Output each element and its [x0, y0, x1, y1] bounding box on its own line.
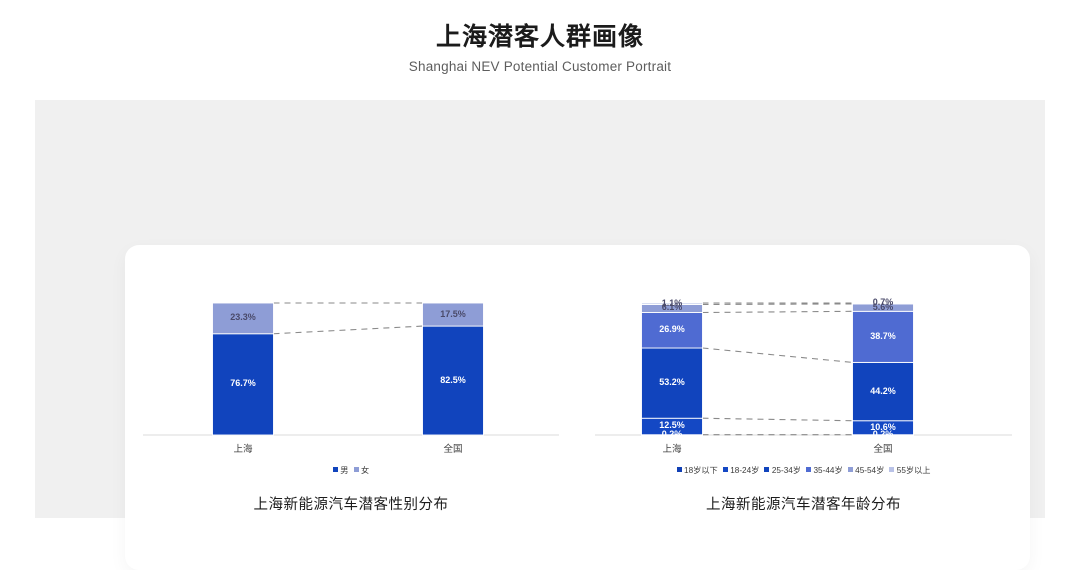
chart-gender-plot: 76.7% 23.3% 82.5% 17.5%	[125, 245, 577, 460]
legend-label: 女	[361, 465, 370, 475]
legend-label: 男	[340, 465, 349, 475]
bar-segment[interactable]	[852, 302, 914, 305]
chart-gender-legend: 男女	[125, 461, 577, 479]
legend-swatch-icon	[764, 467, 770, 473]
legend-swatch-icon	[332, 467, 338, 473]
chart-gender-caption: 上海新能源汽车潜客性别分布	[253, 497, 449, 513]
legend-item[interactable]: 35-44岁	[806, 464, 843, 476]
category-label: 上海	[233, 444, 253, 455]
page-subtitle: Shanghai NEV Potential Customer Portrait	[408, 59, 672, 75]
legend-item[interactable]: 18-24岁	[722, 464, 760, 476]
bar-segment[interactable]	[422, 325, 484, 436]
connector-line	[702, 310, 853, 314]
legend-swatch-icon	[722, 467, 728, 473]
charts-card: 76.7% 23.3% 82.5% 17.5% 男女 上海新能源汽车潜客性别分布 上海…	[125, 245, 1030, 570]
page-title: 上海潜客人群画像	[435, 23, 644, 51]
bar-segment[interactable]	[852, 361, 914, 422]
legend-swatch-icon	[889, 467, 895, 473]
legend-swatch-icon	[847, 467, 853, 473]
legend-label: 25-34岁	[771, 465, 801, 475]
category-label: 全国	[443, 444, 463, 455]
chart-age-legend: 18岁以下 18-24岁 25-34岁 35-44岁 45-54岁 55岁以上	[577, 461, 1030, 479]
connector-line	[702, 417, 853, 422]
chart-age: 0.2% 12.5% 53.2% 26.9% 6.1% 1.1% 0.2% 10.6% 44.2…	[577, 245, 1030, 570]
chart-gender: 76.7% 23.3% 82.5% 17.5% 男女 上海新能源汽车潜客性别分布 上海…	[125, 245, 577, 570]
chart-age-caption: 上海新能源汽车潜客年龄分布	[706, 497, 901, 513]
bar-segment[interactable]	[641, 304, 703, 313]
bar-segment[interactable]	[641, 417, 703, 436]
legend-item[interactable]: 45-54岁	[847, 464, 885, 476]
legend-item[interactable]: 25-34岁	[764, 464, 801, 476]
bar-segment[interactable]	[852, 310, 914, 363]
stacked-bar-svg	[595, 302, 1012, 436]
legend-label: 55岁以上	[896, 465, 931, 475]
stacked-bar-svg	[143, 302, 559, 436]
bar-segment[interactable]	[422, 302, 484, 327]
bar-segment[interactable]	[641, 347, 703, 419]
connector-line	[273, 325, 423, 335]
bar-segment[interactable]	[212, 302, 274, 335]
legend-item[interactable]: 18岁以下	[676, 464, 718, 476]
bar-segment[interactable]	[852, 420, 914, 436]
connector-line	[702, 303, 853, 306]
connector-line	[702, 347, 853, 363]
category-label: 全国	[873, 444, 893, 455]
content-panel: 76.7% 23.3% 82.5% 17.5% 男女 上海新能源汽车潜客性别分布 上海…	[35, 100, 1045, 570]
legend-label: 35-44岁	[813, 465, 843, 475]
legend-swatch-icon	[806, 467, 811, 473]
bar-segment[interactable]	[641, 312, 703, 349]
legend-item[interactable]: 男	[332, 464, 349, 476]
legend-label: 45-54岁	[855, 465, 885, 475]
bar-segment[interactable]	[641, 302, 703, 305]
legend-label: 18岁以下	[684, 465, 718, 475]
legend-item[interactable]: 女	[353, 464, 370, 476]
bar-segment[interactable]	[852, 303, 914, 312]
category-label: 上海	[662, 444, 682, 455]
legend-label: 18-24岁	[730, 465, 760, 475]
page-header: 上海潜客人群画像 Shanghai NEV Potential Customer…	[0, 22, 1080, 74]
bar-segment[interactable]	[212, 333, 274, 436]
legend-swatch-icon	[676, 467, 682, 473]
legend-swatch-icon	[353, 467, 359, 473]
chart-age-plot: 0.2% 12.5% 53.2% 26.9% 6.1% 1.1% 0.2% 10.6% 44.2…	[577, 245, 1030, 460]
legend-item[interactable]: 55岁以上	[889, 464, 930, 476]
